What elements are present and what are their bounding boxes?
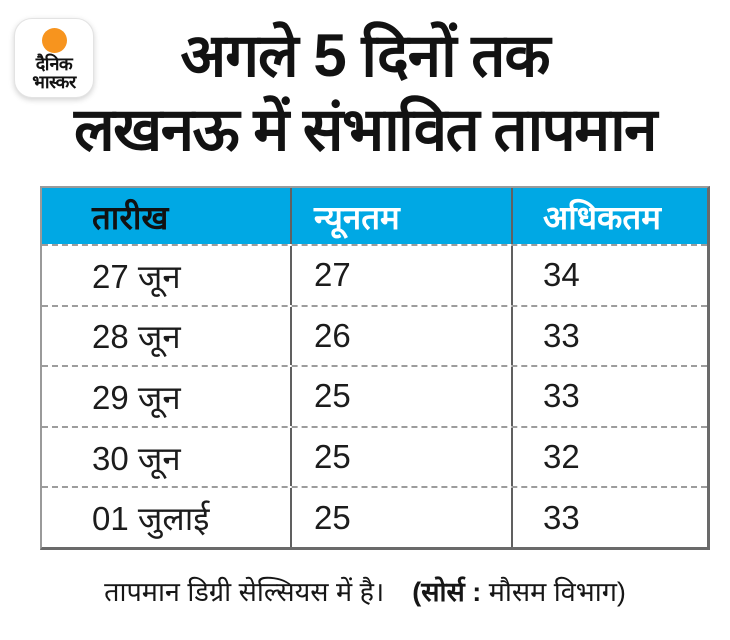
header-date: तारीख	[42, 188, 292, 244]
logo-text-line1: दैनिक	[35, 54, 73, 74]
date-cell: 28 जून	[42, 306, 292, 366]
source-label: (सोर्स :	[412, 577, 482, 607]
table-row: 28 जून 26 33	[42, 304, 707, 366]
min-temp-cell: 25	[292, 488, 513, 547]
header-min-temp: न्यूनतम	[292, 188, 513, 244]
min-temp-cell: 26	[292, 306, 513, 366]
table-row: 30 जून 25 32	[42, 425, 707, 487]
max-temp-cell: 34	[543, 256, 580, 294]
header-max-temp: अधिकतम	[543, 198, 661, 236]
min-temp-cell: 27	[292, 246, 513, 305]
units-note: तापमान डिग्री सेल्सियस में है।	[104, 577, 385, 607]
min-temp-cell: 25	[292, 367, 513, 426]
dainik-bhaskar-logo: दैनिक भास्कर	[14, 18, 94, 98]
sun-icon	[41, 28, 67, 53]
date-cell: 29 जून	[42, 367, 292, 426]
table-header-row: तारीख न्यूनतम अधिकतम	[42, 188, 707, 244]
headline-line2: लखनऊ में संभावित तापमान	[74, 96, 657, 163]
date-cell: 27 जून	[42, 246, 292, 305]
table-row: 01 जुलाई 25 33	[42, 486, 707, 547]
table-row: 29 जून 25 33	[42, 365, 707, 426]
max-temp-cell: 32	[543, 438, 580, 476]
table-row: 27 जून 27 34	[42, 244, 707, 305]
max-temp-cell: 33	[543, 377, 580, 415]
min-temp-cell: 25	[292, 427, 513, 487]
date-cell: 30 जून	[42, 427, 292, 487]
logo-text-line2: भास्कर	[32, 72, 76, 93]
footer-note: तापमान डिग्री सेल्सियस में है। (सोर्स : म…	[0, 572, 730, 609]
source-value: मौसम विभाग)	[481, 577, 626, 607]
max-temp-cell: 33	[543, 498, 580, 536]
headline-line1: अगले 5 दिनों तक	[180, 22, 550, 89]
max-temp-cell: 33	[543, 316, 580, 354]
temperature-table: तारीख न्यूनतम अधिकतम 27 जून 27 34 28 जून…	[40, 186, 710, 550]
date-cell: 01 जुलाई	[42, 488, 292, 547]
